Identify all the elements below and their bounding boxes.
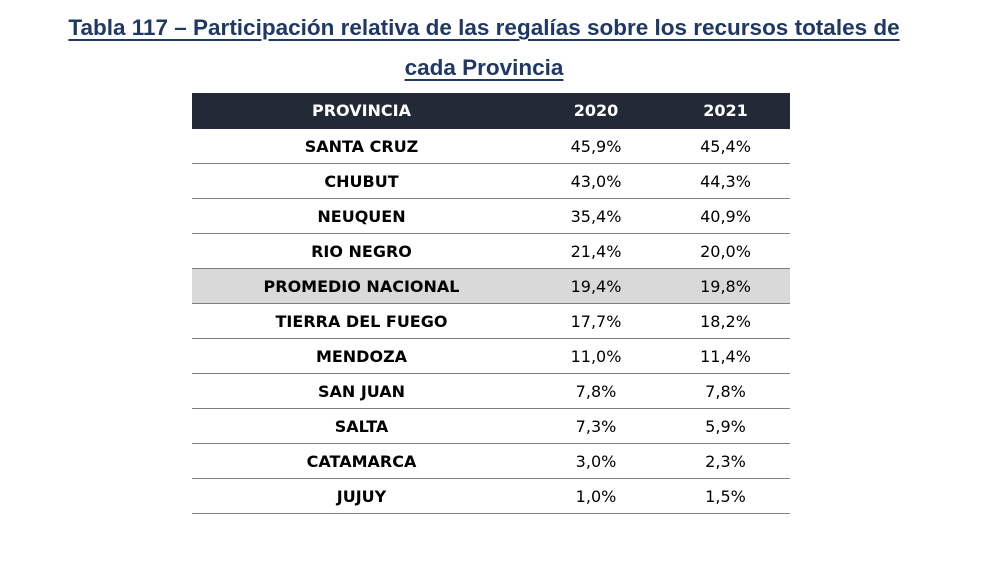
cell-2020: 35,4%: [531, 198, 661, 234]
cell-province: TIERRA DEL FUEGO: [192, 303, 531, 339]
cell-2020: 19,4%: [531, 268, 661, 304]
cell-province: RIO NEGRO: [192, 233, 531, 269]
table-title-line-1: Tabla 117 – Participación relativa de la…: [68, 15, 900, 40]
cell-2020: 11,0%: [531, 338, 661, 374]
cell-2021: 5,9%: [661, 408, 790, 444]
table-row: JUJUY 1,0% 1,5%: [192, 478, 790, 514]
cell-2020: 1,0%: [531, 478, 661, 514]
cell-2021: 2,3%: [661, 443, 790, 479]
cell-province: MENDOZA: [192, 338, 531, 374]
royalties-table: PROVINCIA 2020 2021 SANTA CRUZ 45,9% 45,…: [192, 93, 790, 514]
table-row: CATAMARCA 3,0% 2,3%: [192, 443, 790, 479]
cell-province: SANTA CRUZ: [192, 128, 531, 164]
table-row: SANTA CRUZ 45,9% 45,4%: [192, 128, 790, 164]
cell-province: NEUQUEN: [192, 198, 531, 234]
cell-2020: 43,0%: [531, 163, 661, 199]
table-row: NEUQUEN 35,4% 40,9%: [192, 198, 790, 234]
table-row: SAN JUAN 7,8% 7,8%: [192, 373, 790, 409]
table-row: TIERRA DEL FUEGO 17,7% 18,2%: [192, 303, 790, 339]
cell-province: SALTA: [192, 408, 531, 444]
cell-2021: 1,5%: [661, 478, 790, 514]
cell-2021: 11,4%: [661, 338, 790, 374]
table-row: MENDOZA 11,0% 11,4%: [192, 338, 790, 374]
table-row: CHUBUT 43,0% 44,3%: [192, 163, 790, 199]
header-year-2020: 2020: [531, 93, 661, 129]
header-province: PROVINCIA: [192, 93, 531, 129]
cell-province: CHUBUT: [192, 163, 531, 199]
cell-province: CATAMARCA: [192, 443, 531, 479]
cell-2020: 21,4%: [531, 233, 661, 269]
header-year-2021: 2021: [661, 93, 790, 129]
cell-2021: 44,3%: [661, 163, 790, 199]
cell-2021: 18,2%: [661, 303, 790, 339]
table-row: SALTA 7,3% 5,9%: [192, 408, 790, 444]
cell-province: SAN JUAN: [192, 373, 531, 409]
cell-2020: 45,9%: [531, 128, 661, 164]
cell-2020: 7,8%: [531, 373, 661, 409]
cell-province: PROMEDIO NACIONAL: [192, 268, 531, 304]
cell-2021: 7,8%: [661, 373, 790, 409]
table-row-national-average: PROMEDIO NACIONAL 19,4% 19,8%: [192, 268, 790, 304]
table-row: RIO NEGRO 21,4% 20,0%: [192, 233, 790, 269]
cell-2021: 20,0%: [661, 233, 790, 269]
table-header-row: PROVINCIA 2020 2021: [192, 93, 790, 129]
cell-2021: 40,9%: [661, 198, 790, 234]
cell-2020: 17,7%: [531, 303, 661, 339]
table-title: Tabla 117 – Participación relativa de la…: [0, 8, 968, 88]
cell-2020: 3,0%: [531, 443, 661, 479]
table-title-line-2: cada Provincia: [404, 55, 564, 80]
cell-province: JUJUY: [192, 478, 531, 514]
cell-2021: 19,8%: [661, 268, 790, 304]
cell-2021: 45,4%: [661, 128, 790, 164]
cell-2020: 7,3%: [531, 408, 661, 444]
